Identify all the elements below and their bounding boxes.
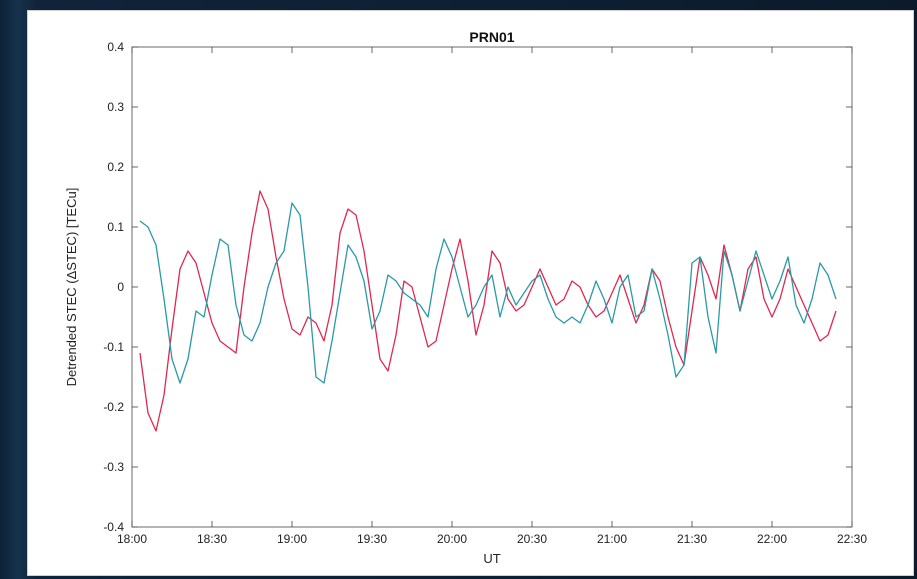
x-tick-label: 18:00 (117, 532, 147, 546)
series-layer (139, 190, 837, 432)
x-tick-label: 21:30 (677, 532, 707, 546)
x-tick-label: 19:30 (357, 532, 387, 546)
y-tick-label: -0.2 (103, 400, 124, 414)
y-tick-label: -0.1 (103, 340, 124, 354)
y-tick-label: -0.4 (103, 520, 124, 534)
line-chart: 18:00 18:30 19:00 19:30 20:00 20:30 21:00 21:30… (64, 29, 867, 566)
ticks-layer: 18:00 18:30 19:00 19:30 20:00 20:30 21:00 21:30… (103, 40, 867, 546)
y-tick-label: 0.4 (107, 40, 124, 54)
y-tick-label: -0.3 (103, 460, 124, 474)
y-tick-label: 0.3 (107, 100, 124, 114)
x-tick-label: 22:00 (757, 532, 787, 546)
plot-frame (131, 46, 853, 528)
y-axis-label: Detrended STEC (ΔSTEC) [TECu] (64, 188, 79, 387)
figure-panel: 18:00 18:30 19:00 19:30 20:00 20:30 21:00 21:30… (27, 10, 914, 576)
y-tick-label: 0 (117, 280, 124, 294)
series-line-2 (139, 202, 837, 384)
x-tick-label: 20:30 (517, 532, 547, 546)
x-tick-label: 21:00 (597, 532, 627, 546)
y-tick-label: 0.1 (107, 220, 124, 234)
plot-area (132, 47, 852, 527)
x-tick-label: 19:00 (277, 532, 307, 546)
series-line-1 (139, 190, 837, 432)
x-tick-label: 20:00 (437, 532, 467, 546)
chart-title: PRN01 (469, 29, 514, 45)
x-tick-label: 22:30 (837, 532, 867, 546)
x-axis-label: UT (483, 551, 500, 566)
y-tick-label: 0.2 (107, 160, 124, 174)
x-tick-label: 18:30 (197, 532, 227, 546)
